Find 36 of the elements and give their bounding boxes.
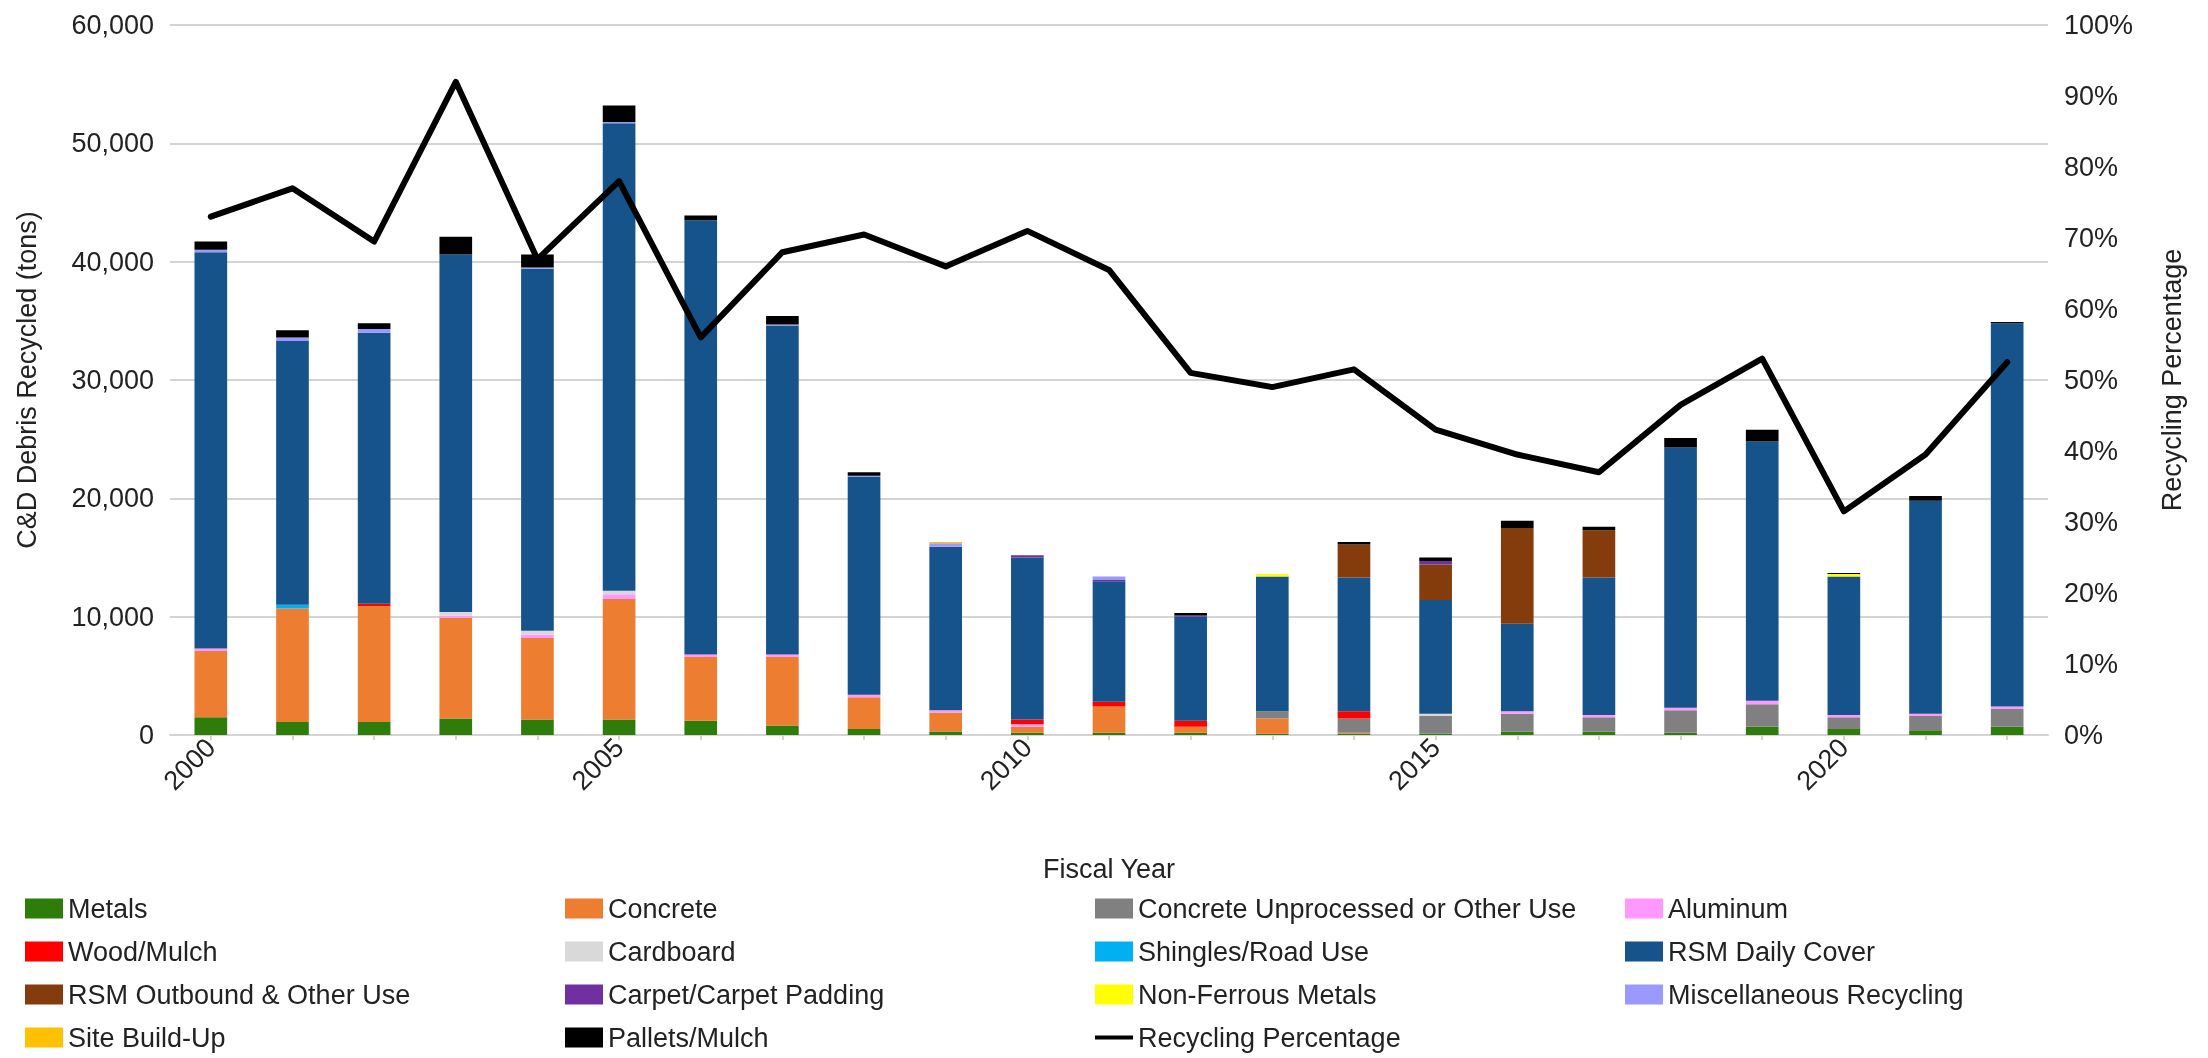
- y-tick-label: 0: [138, 720, 154, 750]
- legend-label: Wood/Mulch: [68, 936, 218, 967]
- legend-label: Concrete: [608, 893, 718, 924]
- legend-label: Miscellaneous Recycling: [1668, 979, 1964, 1010]
- y-tick-label: 50,000: [71, 128, 154, 159]
- y-tick-label: 20,000: [71, 483, 154, 514]
- legend-label: Concrete Unprocessed or Other Use: [1138, 893, 1577, 924]
- y-tick-label: 40,000: [71, 246, 154, 277]
- y2-tick-label: 10%: [2064, 649, 2119, 679]
- y2-tick-label: 70%: [2064, 223, 2119, 253]
- legend-label: Site Build-Up: [68, 1022, 226, 1053]
- y-tick-label: 10,000: [71, 601, 154, 632]
- legend-label: Non-Ferrous Metals: [1138, 979, 1377, 1010]
- y-tick-label: 60,000: [71, 10, 154, 40]
- y2-tick-label: 30%: [2064, 507, 2119, 537]
- legend-label: Cardboard: [608, 936, 736, 967]
- y2-tick-label: 60%: [2064, 294, 2119, 324]
- y2-tick-label: 0%: [2064, 720, 2104, 750]
- legend-label: Metals: [68, 893, 148, 924]
- y2-axis-title: Recycling Percentage: [2156, 248, 2187, 512]
- y2-tick-label: 90%: [2064, 81, 2119, 111]
- legend-label: Recycling Percentage: [1138, 1022, 1401, 1053]
- legend-label: Shingles/Road Use: [1138, 936, 1370, 967]
- legend-label: Aluminum: [1668, 893, 1789, 924]
- legend-label: Carpet/Carpet Padding: [608, 979, 885, 1010]
- y2-tick-label: 50%: [2064, 365, 2119, 395]
- legend-label: RSM Daily Cover: [1668, 936, 1876, 967]
- legend-label: Pallets/Mulch: [608, 1022, 769, 1053]
- x-axis-title: Fiscal Year: [1042, 853, 1176, 884]
- y2-tick-label: 100%: [2064, 10, 2134, 40]
- y2-tick-label: 80%: [2064, 152, 2119, 182]
- y2-tick-label: 20%: [2064, 578, 2119, 608]
- legend-label: RSM Outbound & Other Use: [68, 979, 411, 1010]
- y-axis-title: C&D Debris Recycled (tons): [11, 211, 42, 549]
- y-tick-label: 30,000: [71, 365, 154, 395]
- y2-tick-label: 40%: [2064, 436, 2119, 466]
